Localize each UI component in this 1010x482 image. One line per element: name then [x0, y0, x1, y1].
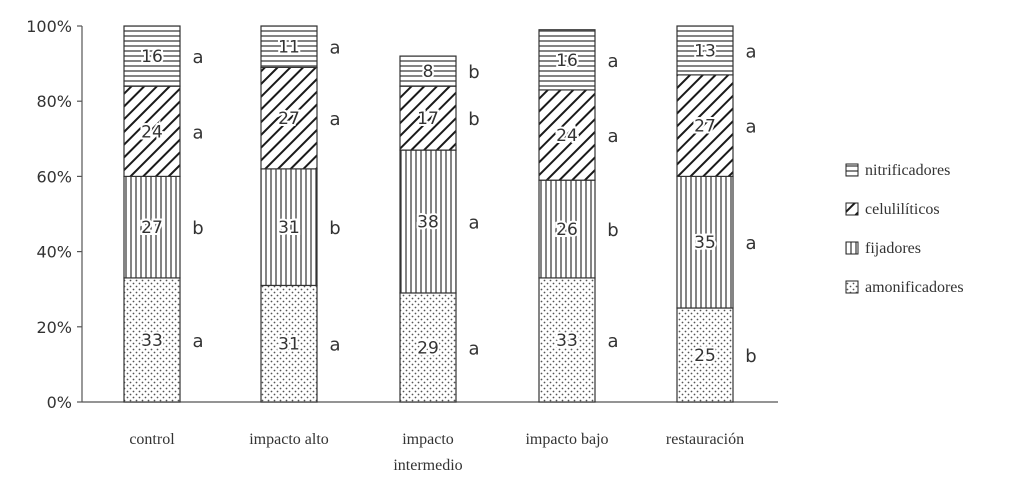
significance-label: b — [468, 62, 479, 83]
bar-segment-nitrificadores — [676, 25, 734, 76]
data-label: 24 — [141, 122, 163, 142]
legend-label: fijadores — [865, 240, 921, 257]
data-label: 27 — [141, 218, 163, 238]
legend-swatch — [845, 241, 859, 255]
bar-segment-amonificadores — [676, 307, 734, 403]
bar-segment-amonificadores — [538, 277, 596, 403]
bar-segment-nitrificadores — [538, 29, 596, 91]
bar-segment-celulilíticos — [399, 85, 457, 151]
x-tick-label: control — [129, 431, 175, 448]
legend-swatch — [845, 202, 859, 216]
significance-label: a — [607, 51, 618, 72]
significance-label: a — [192, 331, 203, 352]
y-tick-label: 80% — [36, 92, 72, 111]
data-label: 25 — [694, 346, 716, 366]
significance-label: b — [745, 346, 756, 367]
data-label: 27 — [278, 109, 300, 129]
y-tick-label: 0% — [47, 393, 72, 412]
data-label: 16 — [141, 47, 163, 67]
bar-segment-celulilíticos — [538, 89, 596, 181]
y-tick-label: 20% — [36, 318, 72, 337]
labels-layer: 33 a 27 b 24 a 16 a control 31 a 31 b 27 a 11 a impacto a… — [129, 36, 756, 474]
x-tick-label: impacto alto — [249, 431, 329, 448]
bars-layer — [123, 25, 734, 403]
significance-label: b — [607, 220, 618, 241]
bar-segment-fijadores — [399, 149, 457, 294]
data-label: 31 — [278, 218, 300, 238]
bar-segment-fijadores — [538, 179, 596, 279]
significance-label: a — [329, 109, 340, 130]
significance-label: b — [192, 218, 203, 239]
x-tick-label: intermedio — [393, 457, 462, 474]
significance-label: b — [468, 109, 479, 130]
data-label: 26 — [556, 220, 578, 240]
legend-label: amonificadores — [865, 279, 964, 296]
data-label: 16 — [556, 51, 578, 71]
bar-segment-amonificadores — [399, 292, 457, 403]
significance-label: a — [745, 233, 756, 254]
data-label: 13 — [694, 41, 716, 61]
legend: nitrificadores celulilíticos fijadores amon… — [845, 162, 964, 296]
y-tick-label: 40% — [36, 243, 72, 262]
data-label: 33 — [141, 331, 163, 351]
bar-segment-amonificadores — [260, 284, 318, 403]
significance-label: a — [468, 213, 479, 234]
significance-label: a — [745, 41, 756, 62]
bar-segment-nitrificadores — [260, 25, 318, 68]
data-label: 29 — [417, 338, 439, 358]
significance-label: a — [329, 335, 340, 356]
significance-label: a — [607, 126, 618, 147]
significance-label: a — [192, 47, 203, 68]
x-tick-label: restauración — [666, 431, 744, 448]
axes-layer: 0% 20% 40% 60% 80% 100% — [26, 17, 778, 412]
bar-segment-fijadores — [676, 175, 734, 309]
data-label: 31 — [278, 335, 300, 355]
x-tick-label: impacto — [402, 431, 454, 448]
significance-label: a — [745, 117, 756, 138]
data-label: 33 — [556, 331, 578, 351]
significance-label: b — [329, 218, 340, 239]
bar-segment-fijadores — [260, 168, 318, 287]
data-label: 17 — [417, 109, 439, 129]
legend-label: nitrificadores — [865, 162, 950, 179]
legend-label: celulilíticos — [865, 201, 940, 218]
significance-label: a — [607, 331, 618, 352]
data-label: 24 — [556, 126, 578, 146]
data-label: 11 — [278, 38, 300, 58]
y-tick-label: 100% — [26, 17, 72, 36]
y-tick-label: 60% — [36, 167, 72, 186]
bar-segment-celulilíticos — [260, 66, 318, 170]
data-label: 8 — [423, 62, 434, 82]
x-tick-label: impacto bajo — [525, 431, 608, 448]
data-label: 38 — [417, 213, 439, 233]
bar-segment-nitrificadores — [123, 25, 181, 87]
significance-label: a — [329, 38, 340, 59]
significance-label: a — [468, 338, 479, 359]
data-label: 35 — [694, 233, 716, 253]
legend-swatch — [845, 280, 859, 294]
bar-segment-celulilíticos — [676, 74, 734, 177]
significance-label: a — [192, 122, 203, 143]
bar-segment-nitrificadores — [399, 55, 457, 87]
data-label: 27 — [694, 117, 716, 137]
legend-swatch — [845, 163, 859, 177]
